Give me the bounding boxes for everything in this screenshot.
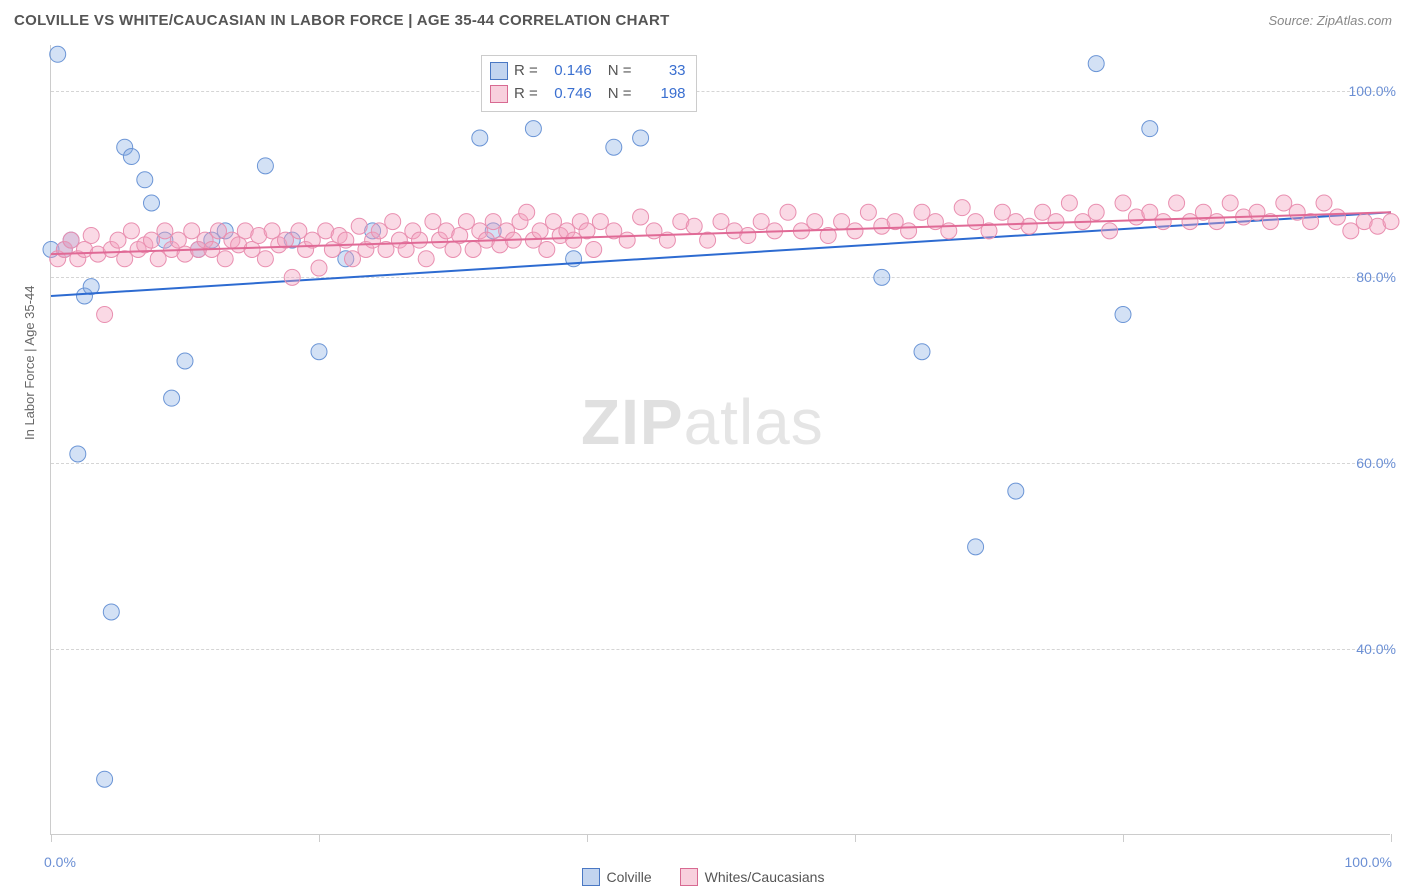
- stats-row: R = 0.746 N = 198: [490, 83, 686, 106]
- source-attribution: Source: ZipAtlas.com: [1268, 13, 1392, 28]
- legend: Colville Whites/Caucasians: [0, 868, 1406, 886]
- y-tick-label: 60.0%: [1356, 455, 1396, 471]
- legend-label: Colville: [607, 869, 652, 885]
- legend-label: Whites/Caucasians: [705, 869, 825, 885]
- stats-row: R = 0.146 N = 33: [490, 60, 686, 83]
- y-axis-label: In Labor Force | Age 35-44: [22, 286, 37, 440]
- y-tick-label: 80.0%: [1356, 269, 1396, 285]
- legend-item: Whites/Caucasians: [680, 868, 825, 886]
- square-icon: [490, 85, 508, 103]
- chart-title: COLVILLE VS WHITE/CAUCASIAN IN LABOR FOR…: [14, 12, 670, 29]
- y-tick-label: 100.0%: [1349, 83, 1396, 99]
- legend-item: Colville: [582, 868, 652, 886]
- stats-box: R = 0.146 N = 33 R = 0.746 N = 198: [481, 55, 697, 112]
- y-tick-label: 40.0%: [1356, 641, 1396, 657]
- chart-header: COLVILLE VS WHITE/CAUCASIAN IN LABOR FOR…: [0, 0, 1406, 40]
- square-icon: [582, 868, 600, 886]
- square-icon: [490, 62, 508, 80]
- scatter-plot-svg: [51, 45, 1390, 834]
- chart-plot-area: ZIPatlas R = 0.146 N = 33 R = 0.746 N = …: [50, 45, 1390, 835]
- square-icon: [680, 868, 698, 886]
